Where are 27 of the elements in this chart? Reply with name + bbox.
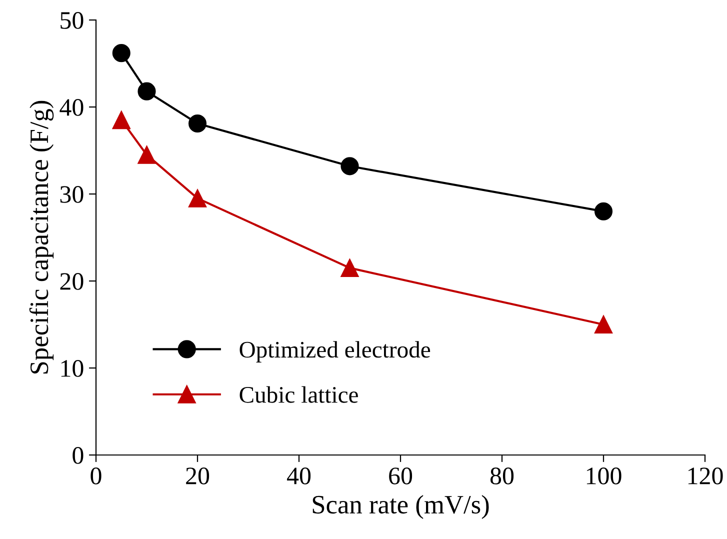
y-tick-label: 40 (60, 99, 84, 116)
x-tick-label: 80 (490, 468, 514, 484)
point (340, 157, 359, 176)
x-tick-label: 120 (688, 468, 723, 484)
point (112, 44, 130, 62)
point (188, 114, 207, 133)
y-tick-label: 50 (60, 12, 84, 29)
y-axis-title: Specific capacitance (F/g) (29, 100, 54, 374)
point (138, 146, 156, 164)
y-tick-label: 0 (72, 447, 84, 464)
x-tick-label: 0 (90, 468, 102, 484)
x-tick-label: 60 (389, 468, 412, 484)
point (188, 189, 207, 208)
x-tick-label: 100 (586, 468, 622, 484)
point (594, 202, 613, 220)
point (594, 315, 613, 334)
point (340, 258, 359, 277)
legend-label: Cubic lattice (240, 386, 358, 403)
x-tick-label: 20 (186, 468, 210, 484)
legend-label: Optimized electrode (240, 341, 430, 362)
x-axis-title: Scan rate (mV/s) (312, 495, 489, 519)
point (112, 111, 130, 130)
y-tick-label: 20 (60, 273, 84, 290)
x-tick-label: 40 (286, 468, 311, 484)
point (138, 82, 156, 100)
y-tick-label: 30 (60, 186, 84, 203)
y-tick-label: 10 (61, 360, 84, 377)
